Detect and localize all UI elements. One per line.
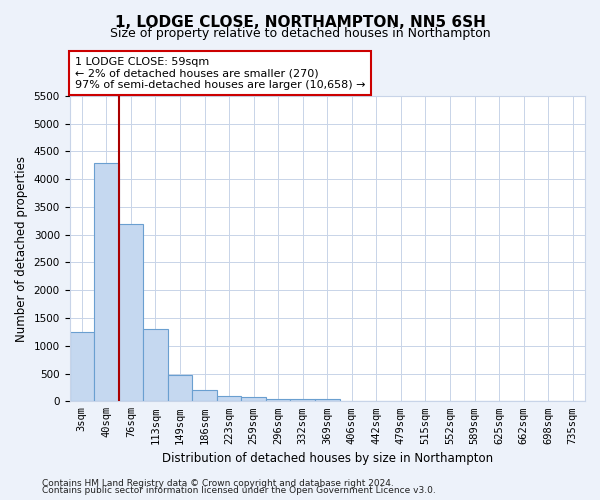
Bar: [217, 396, 241, 402]
Text: 1 LODGE CLOSE: 59sqm
← 2% of detached houses are smaller (270)
97% of semi-detac: 1 LODGE CLOSE: 59sqm ← 2% of detached ho…: [74, 56, 365, 90]
Text: Contains public sector information licensed under the Open Government Licence v3: Contains public sector information licen…: [42, 486, 436, 495]
Bar: [266, 398, 290, 402]
Bar: [143, 329, 168, 402]
Text: Size of property relative to detached houses in Northampton: Size of property relative to detached ho…: [110, 28, 490, 40]
Y-axis label: Number of detached properties: Number of detached properties: [15, 156, 28, 342]
X-axis label: Distribution of detached houses by size in Northampton: Distribution of detached houses by size …: [162, 452, 493, 465]
Text: 1, LODGE CLOSE, NORTHAMPTON, NN5 6SH: 1, LODGE CLOSE, NORTHAMPTON, NN5 6SH: [115, 15, 485, 30]
Bar: [94, 162, 119, 402]
Bar: [315, 398, 340, 402]
Bar: [290, 398, 315, 402]
Bar: [241, 397, 266, 402]
Bar: [70, 332, 94, 402]
Text: Contains HM Land Registry data © Crown copyright and database right 2024.: Contains HM Land Registry data © Crown c…: [42, 478, 394, 488]
Bar: [168, 374, 192, 402]
Bar: [119, 224, 143, 402]
Bar: [192, 390, 217, 402]
